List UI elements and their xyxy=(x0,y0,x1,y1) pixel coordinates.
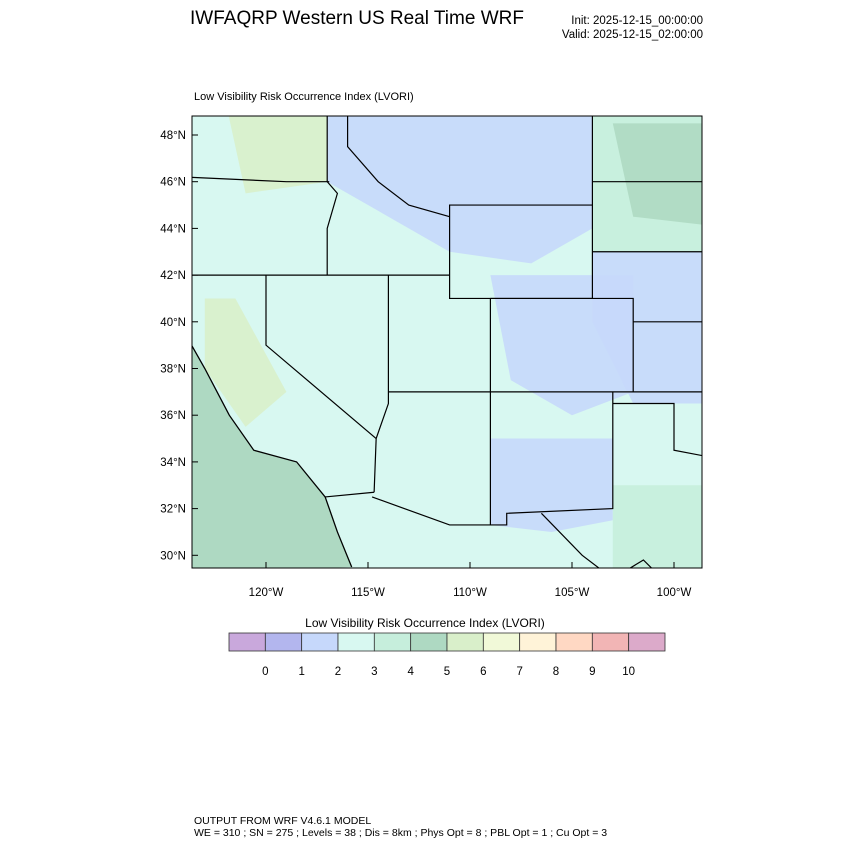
colorbar-label: 1 xyxy=(298,666,304,678)
colorbar-label: 8 xyxy=(553,666,559,678)
lat-label: 36°N xyxy=(160,410,186,422)
map-frame xyxy=(191,115,703,569)
lat-label: 30°N xyxy=(160,550,186,562)
lon-label: 105°W xyxy=(555,587,590,599)
colorbar-swatch xyxy=(301,632,339,652)
colorbar-swatch xyxy=(337,632,375,652)
colorbar-label: 2 xyxy=(335,666,341,678)
colorbar-swatch xyxy=(410,632,448,652)
plot-title: IWFAQRP Western US Real Time WRF xyxy=(190,8,524,29)
colorbar-label: 5 xyxy=(444,666,450,678)
lat-label: 48°N xyxy=(160,130,186,142)
time-info: Init: 2025-12-15_00:00:00 Valid: 2025-12… xyxy=(562,14,703,42)
valid-time: Valid: 2025-12-15_02:00:00 xyxy=(561,29,703,41)
colorbar-swatch xyxy=(555,632,593,652)
state-border xyxy=(326,116,339,276)
lat-label: 42°N xyxy=(160,270,186,282)
colorbar-swatch xyxy=(519,632,557,652)
lon-label: 115°W xyxy=(351,587,385,599)
colorbar-label: 4 xyxy=(407,666,414,678)
colorbar-swatch xyxy=(264,632,303,652)
colorbar-swatch xyxy=(373,632,412,652)
region-new-mexico xyxy=(490,438,613,532)
colorbar-swatch xyxy=(482,632,521,652)
lon-label: 120°W xyxy=(249,587,284,599)
field-subtitle: Low Visibility Risk Occurrence Index (LV… xyxy=(194,91,414,103)
state-border xyxy=(192,176,330,183)
colorbar-swatch xyxy=(591,632,630,652)
colorbar-label: 10 xyxy=(622,666,635,678)
state-border xyxy=(371,391,614,526)
state-border xyxy=(490,297,634,393)
ocean xyxy=(192,345,352,568)
region-california-coastal xyxy=(204,298,287,427)
region-dakotas-dark xyxy=(612,123,702,225)
model-info: OUTPUT FROM WRF V4.6.1 MODEL WE = 310 ; … xyxy=(194,815,607,839)
lon-label: 110°W xyxy=(453,587,487,599)
colorbar-label: 0 xyxy=(262,666,268,678)
init-time: Init: 2025-12-15_00:00:00 xyxy=(571,15,703,27)
lat-label: 46°N xyxy=(160,177,186,189)
lat-label: 40°N xyxy=(160,317,186,329)
region-northern-rockies xyxy=(327,116,593,264)
lat-label: 34°N xyxy=(160,457,186,469)
colorbar-label: 7 xyxy=(516,666,522,678)
model-version: OUTPUT FROM WRF V4.6.1 MODEL xyxy=(194,815,372,827)
state-border xyxy=(265,275,377,440)
state-border xyxy=(325,491,375,498)
model-config: WE = 310 ; SN = 275 ; Levels = 38 ; Dis … xyxy=(194,827,608,839)
colorbar-swatch xyxy=(628,632,666,652)
colorbar-swatch xyxy=(228,632,266,652)
state-border xyxy=(347,116,450,218)
state-border xyxy=(540,512,653,568)
lat-label: 44°N xyxy=(160,223,186,235)
state-border xyxy=(741,112,765,322)
colorbar-label: 9 xyxy=(589,666,595,678)
colorbar-label: 3 xyxy=(371,666,377,678)
lon-label: 100°W xyxy=(657,587,692,599)
region-plains xyxy=(592,251,702,404)
region-texas xyxy=(612,485,702,568)
colorbar-swatch xyxy=(446,632,484,652)
lat-label: 38°N xyxy=(160,364,186,376)
region-washington xyxy=(228,116,328,194)
colorbar-label: 6 xyxy=(480,666,486,678)
colorbar-title: Low Visibility Risk Occurrence Index (LV… xyxy=(305,616,545,630)
state-border xyxy=(373,275,389,493)
state-border xyxy=(612,402,702,457)
lat-label: 32°N xyxy=(160,504,186,516)
